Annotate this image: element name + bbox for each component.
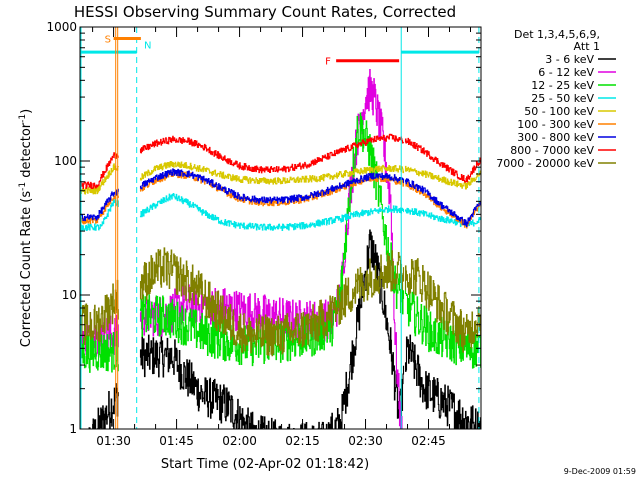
series-line <box>80 68 403 429</box>
legend-entry-label: 800 - 7000 keV <box>510 144 594 157</box>
legend-header-line1: Det 1,3,4,5,6,9, <box>514 28 600 41</box>
legend-header-line2: Att 1 <box>574 40 600 53</box>
generated-timestamp: 9-Dec-2009 01:59 <box>564 467 636 476</box>
chart-title: HESSI Observing Summary Count Rates, Cor… <box>74 3 456 21</box>
y-tick-label: 100 <box>54 154 77 168</box>
y-tick-label: 1 <box>69 422 77 436</box>
legend-entry-label: 12 - 25 keV <box>531 79 594 92</box>
legend-entry-label: 300 - 800 keV <box>517 131 594 144</box>
saa-label: S <box>105 35 111 46</box>
x-tick-label: 01:30 <box>96 434 131 448</box>
overlay-layer <box>80 27 480 429</box>
plot-frame <box>79 26 482 430</box>
legend-entry-label: 25 - 50 keV <box>531 92 594 105</box>
x-axis: 01:30 01:45 02:00 02:15 02:30 02:45 <box>92 27 472 448</box>
series-line <box>88 229 481 429</box>
y-tick-label: 10 <box>62 288 77 302</box>
series-line <box>80 133 481 190</box>
legend-entry-label: 50 - 100 keV <box>524 105 594 118</box>
series-line <box>80 247 481 357</box>
legend-entry-label: 100 - 300 keV <box>517 118 594 131</box>
flare-label: F <box>325 57 331 68</box>
legend-entry-label: 6 - 12 keV <box>538 66 594 79</box>
series-line <box>80 168 481 228</box>
x-tick-label: 02:30 <box>348 434 383 448</box>
x-tick-label: 01:45 <box>159 434 194 448</box>
x-tick-label: 02:00 <box>222 434 257 448</box>
data-layer <box>80 68 481 429</box>
legend-entry-label: 7000 - 20000 keV <box>496 157 594 170</box>
x-tick-label: 02:15 <box>285 434 320 448</box>
y-axis: 1 10 100 1000 <box>46 20 481 436</box>
x-axis-label: Start Time (02-Apr-02 01:18:42) <box>161 457 369 472</box>
legend-entry-label: 3 - 6 keV <box>545 53 594 66</box>
y-tick-label: 1000 <box>46 20 77 34</box>
x-tick-label: 02:45 <box>411 434 446 448</box>
night-label: N <box>144 41 151 52</box>
y-axis-label: Corrected Count Rate (s-1 detector-1) <box>18 109 34 347</box>
